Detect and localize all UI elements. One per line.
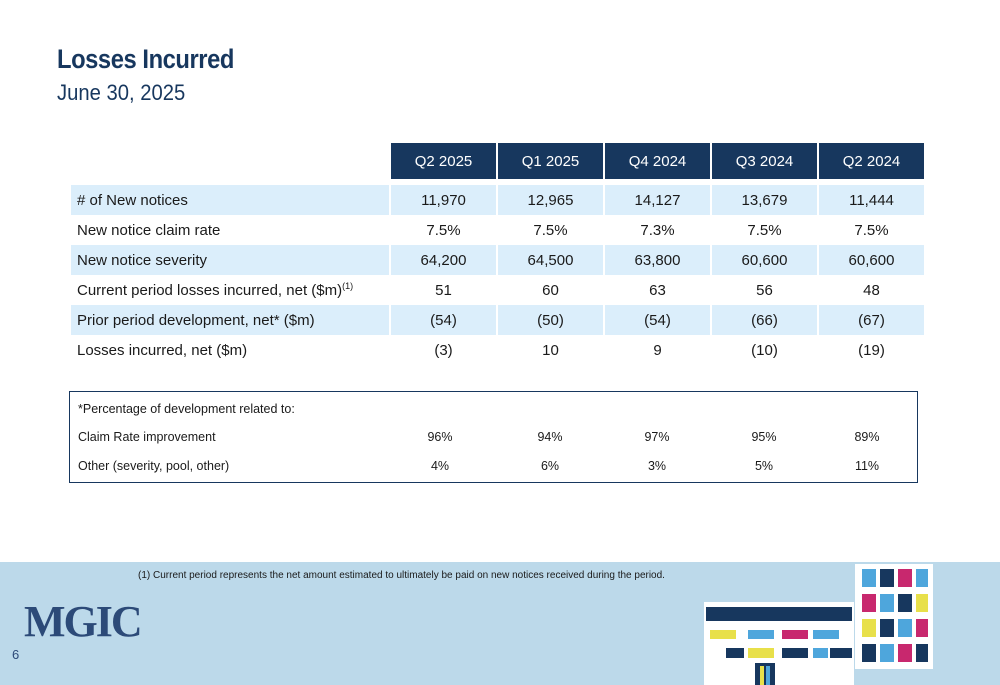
- row-label: Losses incurred, net ($m): [77, 341, 248, 359]
- table-cell: (50): [498, 305, 603, 335]
- table-cell: (67): [819, 305, 924, 335]
- table-cell: 11,444: [819, 185, 924, 215]
- footnote: (1) Current period represents the net am…: [138, 570, 665, 581]
- development-cell: 5%: [754, 459, 774, 473]
- row-label: New notice claim rate: [77, 221, 221, 239]
- table-cell: (54): [605, 305, 710, 335]
- row-label: # of New notices: [71, 185, 389, 215]
- table-cell: 7.5%: [426, 221, 461, 239]
- footnote-marker: (1): [342, 281, 354, 291]
- table-cell: 51: [435, 281, 452, 299]
- page-title: Losses Incurred: [57, 44, 234, 74]
- table-cell: (19): [858, 341, 885, 359]
- table-cell: 7.5%: [747, 221, 782, 239]
- column-header: Q4 2024: [605, 143, 710, 179]
- table-row: Losses incurred, net ($m) (3) 10 9 (10) …: [71, 335, 924, 365]
- column-header: Q1 2025: [498, 143, 603, 179]
- development-cell: 89%: [854, 430, 880, 444]
- table-cell: (54): [391, 305, 496, 335]
- table-cell: 56: [756, 281, 773, 299]
- table-cell: 64,500: [498, 245, 603, 275]
- table-row: New notice claim rate 7.5% 7.5% 7.3% 7.5…: [71, 215, 924, 245]
- row-label-text: Current period losses incurred, net ($m): [77, 282, 343, 299]
- development-cell: 11%: [854, 459, 880, 473]
- table-cell: (66): [712, 305, 817, 335]
- development-cell: 94%: [537, 430, 563, 444]
- table-cell: (10): [751, 341, 778, 359]
- column-header: Q2 2024: [819, 143, 924, 179]
- table-row: # of New notices 11,970 12,965 14,127 13…: [71, 185, 924, 215]
- table-cell: 7.3%: [640, 221, 675, 239]
- development-box: *Percentage of development related to: C…: [69, 391, 918, 483]
- table-cell: 60,600: [819, 245, 924, 275]
- table-cell: 9: [653, 341, 662, 359]
- table-cell: 63: [649, 281, 666, 299]
- table-cell: 12,965: [498, 185, 603, 215]
- page-number: 6: [12, 647, 20, 662]
- table-row: Prior period development, net* ($m) (54)…: [71, 305, 924, 335]
- table-cell: 7.5%: [533, 221, 568, 239]
- development-cell: 97%: [644, 430, 670, 444]
- table-cell: 64,200: [391, 245, 496, 275]
- table-cell: 48: [863, 281, 880, 299]
- table-header-row: Q2 2025 Q1 2025 Q4 2024 Q3 2024 Q2 2024: [71, 143, 924, 179]
- losses-table: Q2 2025 Q1 2025 Q4 2024 Q3 2024 Q2 2024 …: [69, 143, 926, 365]
- table-cell: 13,679: [712, 185, 817, 215]
- development-cell: 95%: [751, 430, 777, 444]
- mgic-logo: MGIC: [24, 597, 143, 646]
- building-illustration-icon: [704, 564, 933, 685]
- row-label: Current period losses incurred, net ($m)…: [71, 275, 389, 305]
- column-header: Q3 2024: [712, 143, 817, 179]
- table-cell: 11,970: [391, 185, 496, 215]
- development-cell: 6%: [540, 459, 560, 473]
- development-heading: *Percentage of development related to:: [78, 402, 295, 416]
- page-subtitle: June 30, 2025: [57, 80, 186, 105]
- row-label: New notice severity: [71, 245, 389, 275]
- table-row: New notice severity 64,200 64,500 63,800…: [71, 245, 924, 275]
- table-cell: 60,600: [712, 245, 817, 275]
- column-header: Q2 2025: [391, 143, 496, 179]
- table-cell: 63,800: [605, 245, 710, 275]
- table-row: Current period losses incurred, net ($m)…: [71, 275, 924, 305]
- table-cell: 14,127: [605, 185, 710, 215]
- header-blank-cell: [71, 143, 389, 179]
- development-row-label: Claim Rate improvement: [78, 430, 216, 444]
- development-cell: 96%: [427, 430, 453, 444]
- table-cell: (3): [434, 341, 453, 359]
- development-cell: 4%: [430, 459, 450, 473]
- table-cell: 7.5%: [854, 221, 889, 239]
- table-cell: 60: [542, 281, 559, 299]
- development-cell: 3%: [647, 459, 667, 473]
- development-row-label: Other (severity, pool, other): [78, 459, 230, 473]
- row-label: Prior period development, net* ($m): [71, 305, 389, 335]
- table-cell: 10: [542, 341, 559, 359]
